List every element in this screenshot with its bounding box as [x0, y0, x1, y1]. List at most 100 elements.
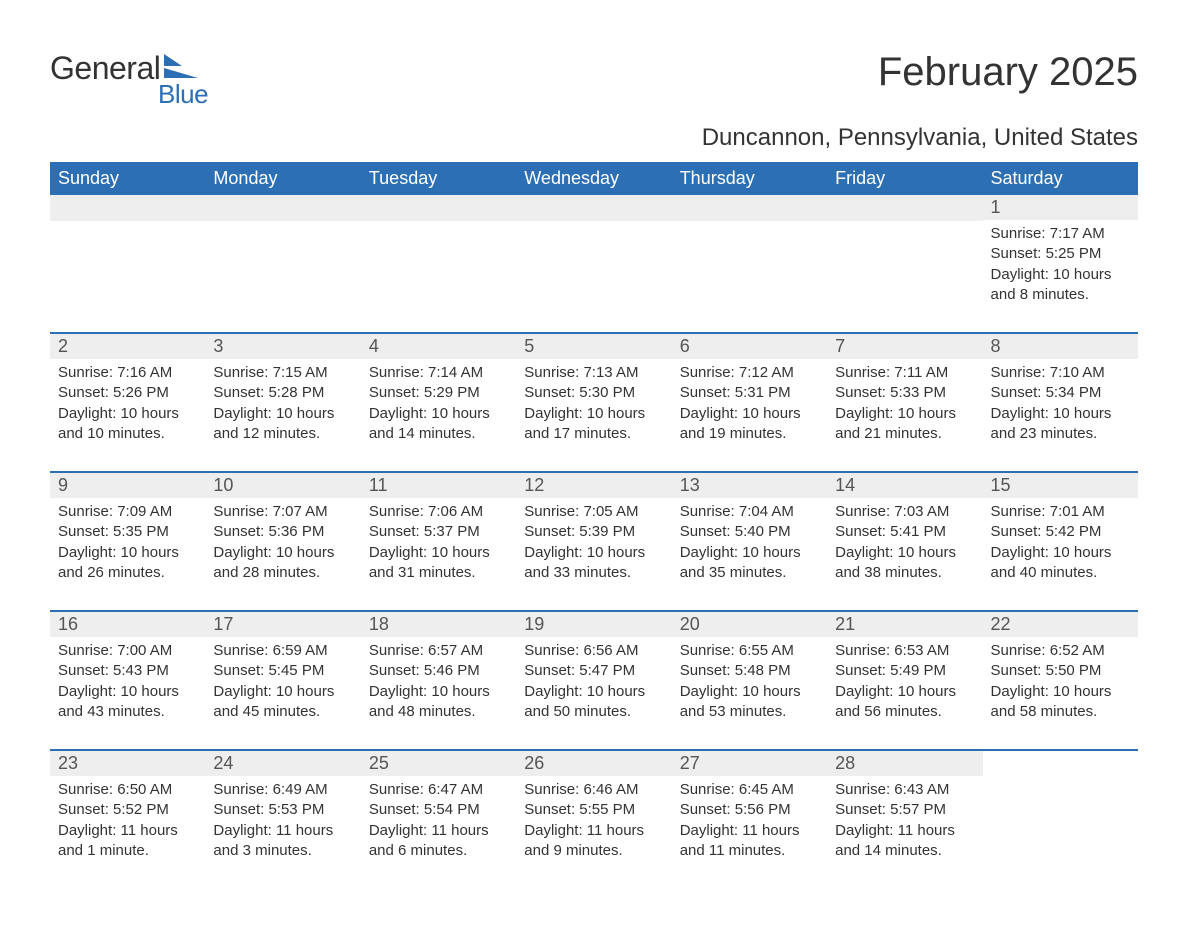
sunrise-line: Sunrise: 6:47 AM — [369, 780, 508, 800]
calendar-row: 1Sunrise: 7:17 AMSunset: 5:25 PMDaylight… — [50, 195, 1138, 333]
day-number: 25 — [361, 751, 516, 776]
sunrise-line: Sunrise: 7:13 AM — [524, 363, 663, 383]
calendar-cell — [672, 195, 827, 333]
calendar-cell — [827, 195, 982, 333]
sunset-line: Sunset: 5:35 PM — [58, 522, 197, 542]
day-number: 27 — [672, 751, 827, 776]
sunrise-line: Sunrise: 7:00 AM — [58, 641, 197, 661]
day-number: 24 — [205, 751, 360, 776]
day-details: Sunrise: 7:14 AMSunset: 5:29 PMDaylight:… — [361, 359, 516, 452]
calendar-row: 23 Sunrise: 6:50 AMSunset: 5:52 PM Dayligh… — [50, 751, 1138, 889]
sunrise-line: Sunrise: 7:14 AM — [369, 363, 508, 383]
sunset-line: Sunset: 5:55 PM — [524, 800, 663, 820]
sunset-line: Sunset: 5:49 PM — [835, 661, 974, 681]
day-number: 17 — [205, 612, 360, 637]
sunset-line: Sunset: 5:45 PM — [213, 661, 352, 681]
day-number: 4 — [361, 334, 516, 359]
day-details: Sunrise: 6:57 AMSunset: 5:46 PMDaylight:… — [361, 637, 516, 730]
sunrise-line: Sunrise: 7:15 AM — [213, 363, 352, 383]
daylight-line: Daylight: 10 hours and 23 minutes. — [991, 404, 1130, 445]
daylight-line: Daylight: 10 hours and 56 minutes. — [835, 682, 974, 723]
daylight-line: Daylight: 10 hours and 31 minutes. — [369, 543, 508, 584]
sunset-line: Sunset: 5:28 PM — [213, 383, 352, 403]
daylight-line: Daylight: 11 hours and 9 minutes. — [524, 821, 663, 862]
day-number: 2 — [50, 334, 205, 359]
daylight-line: Daylight: 10 hours and 48 minutes. — [369, 682, 508, 723]
logo-main: General — [50, 50, 160, 87]
calendar-cell: 19Sunrise: 6:56 AMSunset: 5:47 PMDayligh… — [516, 612, 671, 750]
sunrise-line: Sunrise: 7:07 AM — [213, 502, 352, 522]
daylight-line: Daylight: 10 hours and 35 minutes. — [680, 543, 819, 584]
sunset-line: Sunset: 5:48 PM — [680, 661, 819, 681]
day-number: 23 — [50, 751, 205, 776]
sunset-line: Sunset: 5:29 PM — [369, 383, 508, 403]
day-details: Sunrise: 6:59 AMSunset: 5:45 PMDaylight:… — [205, 637, 360, 730]
day-details: Sunrise: 7:09 AMSunset: 5:35 PMDaylight:… — [50, 498, 205, 591]
day-number: 14 — [827, 473, 982, 498]
empty-day — [50, 195, 205, 221]
calendar-cell: 22Sunrise: 6:52 AMSunset: 5:50 PMDayligh… — [983, 612, 1138, 750]
day-details: Sunrise: 6:47 AMSunset: 5:54 PMDaylight:… — [361, 776, 516, 869]
calendar-cell — [983, 751, 1138, 889]
empty-day — [672, 195, 827, 221]
day-number: 3 — [205, 334, 360, 359]
calendar-cell: 15Sunrise: 7:01 AMSunset: 5:42 PMDayligh… — [983, 473, 1138, 611]
day-details: Sunrise: 7:16 AMSunset: 5:26 PMDaylight:… — [50, 359, 205, 452]
sunset-line: Sunset: 5:42 PM — [991, 522, 1130, 542]
day-details: Sunrise: 6:49 AMSunset: 5:53 PMDaylight:… — [205, 776, 360, 869]
daylight-line: Daylight: 10 hours and 33 minutes. — [524, 543, 663, 584]
day-details: Sunrise: 6:45 AMSunset: 5:56 PMDaylight:… — [672, 776, 827, 869]
sunset-line: Sunset: 5:52 PM — [58, 800, 197, 820]
weekday-header: Wednesday — [516, 162, 671, 195]
calendar-cell — [50, 195, 205, 333]
daylight-line: Daylight: 10 hours and 43 minutes. — [58, 682, 197, 723]
calendar-cell: 10Sunrise: 7:07 AMSunset: 5:36 PMDayligh… — [205, 473, 360, 611]
sunset-line: Sunset: 5:57 PM — [835, 800, 974, 820]
day-number: 20 — [672, 612, 827, 637]
sunrise-line: Sunrise: 7:17 AM — [991, 224, 1130, 244]
day-details: Sunrise: 6:43 AMSunset: 5:57 PMDaylight:… — [827, 776, 982, 869]
day-number: 10 — [205, 473, 360, 498]
calendar-cell: 4Sunrise: 7:14 AMSunset: 5:29 PMDaylight… — [361, 334, 516, 472]
sunset-line: Sunset: 5:36 PM — [213, 522, 352, 542]
weekday-header: Thursday — [672, 162, 827, 195]
day-number: 19 — [516, 612, 671, 637]
day-number: 1 — [983, 195, 1138, 220]
day-number: 18 — [361, 612, 516, 637]
sunrise-line: Sunrise: 6:50 AM — [58, 780, 197, 800]
daylight-line: Daylight: 10 hours and 21 minutes. — [835, 404, 974, 445]
weekday-header: Tuesday — [361, 162, 516, 195]
day-number: 28 — [827, 751, 982, 776]
calendar-cell: 14Sunrise: 7:03 AMSunset: 5:41 PMDayligh… — [827, 473, 982, 611]
location-label: Duncannon, Pennsylvania, United States — [50, 124, 1138, 152]
day-number: 21 — [827, 612, 982, 637]
daylight-line: Daylight: 10 hours and 14 minutes. — [369, 404, 508, 445]
sunrise-line: Sunrise: 7:05 AM — [524, 502, 663, 522]
sunrise-line: Sunrise: 7:16 AM — [58, 363, 197, 383]
sunset-line: Sunset: 5:40 PM — [680, 522, 819, 542]
weekday-header: Sunday — [50, 162, 205, 195]
sunset-line: Sunset: 5:26 PM — [58, 383, 197, 403]
empty-day — [827, 195, 982, 221]
day-details: Sunrise: 6:55 AMSunset: 5:48 PMDaylight:… — [672, 637, 827, 730]
daylight-line: Daylight: 10 hours and 10 minutes. — [58, 404, 197, 445]
calendar-cell: 11Sunrise: 7:06 AMSunset: 5:37 PMDayligh… — [361, 473, 516, 611]
sunset-line: Sunset: 5:41 PM — [835, 522, 974, 542]
calendar-cell: 1Sunrise: 7:17 AMSunset: 5:25 PMDaylight… — [983, 195, 1138, 333]
sunrise-line: Sunrise: 7:12 AM — [680, 363, 819, 383]
sunset-line: Sunset: 5:25 PM — [991, 244, 1130, 264]
sunrise-line: Sunrise: 6:49 AM — [213, 780, 352, 800]
sunset-line: Sunset: 5:33 PM — [835, 383, 974, 403]
empty-day — [516, 195, 671, 221]
daylight-line: Daylight: 10 hours and 53 minutes. — [680, 682, 819, 723]
day-details: Sunrise: 6:46 AMSunset: 5:55 PMDaylight:… — [516, 776, 671, 869]
sunrise-line: Sunrise: 6:57 AM — [369, 641, 508, 661]
weekday-header: Monday — [205, 162, 360, 195]
day-number: 15 — [983, 473, 1138, 498]
sunset-line: Sunset: 5:56 PM — [680, 800, 819, 820]
day-details: Sunrise: 7:12 AMSunset: 5:31 PMDaylight:… — [672, 359, 827, 452]
calendar-cell: 17Sunrise: 6:59 AMSunset: 5:45 PMDayligh… — [205, 612, 360, 750]
sunset-line: Sunset: 5:39 PM — [524, 522, 663, 542]
sunset-line: Sunset: 5:34 PM — [991, 383, 1130, 403]
daylight-line: Daylight: 11 hours and 14 minutes. — [835, 821, 974, 862]
